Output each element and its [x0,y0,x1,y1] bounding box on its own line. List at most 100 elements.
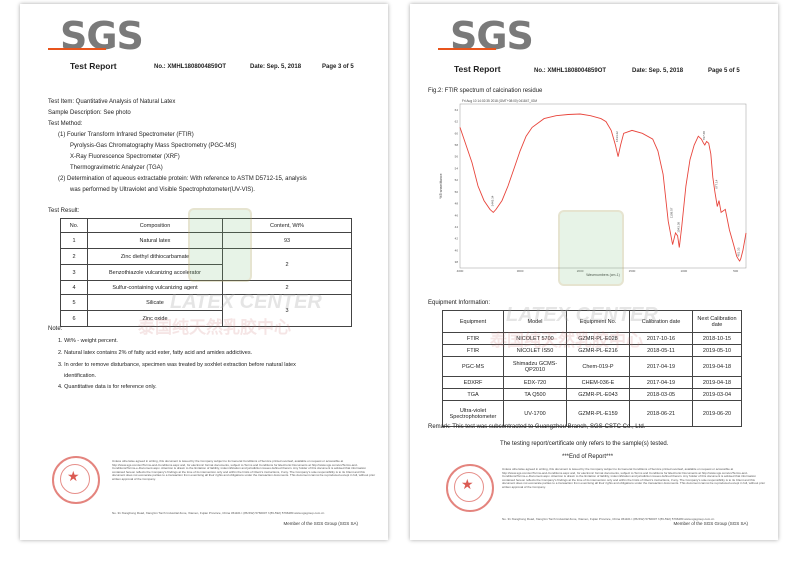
column-header: Next Calibration date [692,310,742,333]
y-tick-label: 58 [455,143,459,147]
footer-disclaimer: Unless otherwise agreed in writing, this… [112,459,376,481]
report-date: Date: Sep. 5, 2018 [250,64,302,70]
watermark-chinese: 泰国纯天然乳胶中心 [490,331,643,350]
ftir-chart: Fri Aug 10 14:02:35 2018 (GMT+08:00) 041… [439,99,747,277]
company-seal: ★ [446,464,494,512]
star-icon: ★ [461,476,474,492]
peak-label: 461.33 [737,247,741,257]
y-tick-label: 38 [455,260,459,264]
cell: GZMR-PL-E043 [566,388,630,401]
cell: GZMR-PL-E159 [566,400,630,427]
test-method-label: Test Method: [48,121,83,127]
note-line: 1. Wt% - weight percent. [58,338,118,344]
peak-label: 797.68 [702,131,706,141]
report-number: No.: XMHL1808004859OT [154,64,227,70]
y-tick-label: 46 [455,213,459,217]
cell-content: 2 [222,248,352,281]
y-tick-label: 44 [455,225,459,229]
x-tick-label: 4000 [457,269,464,273]
x-tick-label: 3000 [517,269,524,273]
table-row: 5 Silicate 3 [60,294,352,327]
cell-no: 4 [60,280,88,295]
cell-no: 2 [60,248,88,265]
remark: Remark: This test was subcontracted to G… [428,424,646,430]
method-line: X-Ray Fluorescence Spectrometer (XRF) [70,154,180,160]
cell-no: 1 [60,232,88,249]
page-number: Page 5 of 5 [708,68,740,74]
member-line: Member of the SGS Group (SGS SA) [283,521,358,526]
report-page-5: SGS Test Report No.: XMHL1808004859OT Da… [410,4,778,540]
cell: 2017-04-19 [629,376,693,389]
note-line: 2. Natural latex contains 2% of fatty ac… [58,350,253,356]
star-icon: ★ [67,468,80,484]
cell-no: 5 [60,294,88,311]
table-row: Ultra-violet Spectrophotometer UV-1700 G… [442,400,742,427]
member-line: Member of the SGS Group (SGS SA) [673,521,748,526]
watermark-logo [188,208,252,282]
y-axis-label: %Transmittance [439,173,443,198]
note-line: 3. In order to remove disturbance, speci… [58,362,296,368]
watermark-logo [558,210,624,286]
sample-description: Sample Description: See photo [48,110,131,116]
footer-disclaimer: Unless otherwise agreed in writing, this… [502,467,766,489]
plot-frame [459,103,747,269]
y-tick-label: 52 [455,178,459,182]
report-title: Test Report [454,64,501,74]
method-line: was performed by Ultraviolet and Visible… [70,187,255,193]
column-header: No. [60,218,88,233]
end-of-report: ***End of Report*** [562,454,614,460]
y-tick-label: 62 [455,120,459,124]
method-line: (2) Determination of aqueous extractable… [58,176,307,182]
y-tick-label: 40 [455,248,459,252]
chart-header-text: Fri Aug 10 14:02:35 2018 (GMT+08:00) 041… [462,99,537,103]
x-axis-ticks: 4000 3000 2000 1500 1000 500 [457,269,739,273]
cell: EDX-720 [503,376,567,389]
footer-address: No. 31 Xianghong Road, Xiang'An Torch In… [112,511,325,515]
table-header-row: Equipment Model Equipment No. Calibratio… [442,310,742,333]
x-tick-label: 500 [733,269,738,273]
peak-label: 1108.57 [670,207,674,218]
report-title: Test Report [70,61,117,71]
note-line: identification. [64,373,97,379]
report-date: Date: Sep. 5, 2018 [632,68,684,74]
method-line: Pyrolysis-Gas Chromatography Mass Spectr… [70,143,237,149]
cell: TA Q500 [503,388,567,401]
watermark-text: LATEX CENTER [170,291,322,313]
cell-no: 3 [60,264,88,281]
tested-sample-note: The testing report/certificate only refe… [500,441,669,447]
peak-label: 1634.22 [615,131,619,142]
table-header-row: No. Composition Content, Wt% [60,218,352,233]
peak-label: 1043.38 [676,222,680,233]
cell: Shimadzu GCMS-QP2010 [503,356,567,377]
watermark-text: LATEX CENTER [506,304,658,326]
cell: 2018-03-05 [629,388,693,401]
cell: 2019-04-18 [692,376,742,389]
cell-no: 6 [60,310,88,327]
company-seal: ★ [52,456,100,504]
peak-label: 677.14 [714,179,718,189]
y-tick-label: 54 [455,166,459,170]
table-row: 6 Zinc oxide [60,310,352,327]
y-axis-ticks: 38 40 42 44 46 48 50 52 54 56 58 60 62 64 [455,108,459,264]
cell: 2018-06-21 [629,400,693,427]
figure-caption: Fig.2: FTIR spectrum of calcination resi… [428,88,543,94]
report-number: No.: XMHL1808004859OT [534,68,607,74]
logo-underline [438,48,496,50]
y-tick-label: 56 [455,155,459,159]
y-tick-label: 48 [455,202,459,206]
table-row: TGA TA Q500 GZMR-PL-E043 2018-03-05 2019… [442,388,742,401]
page-number: Page 3 of 5 [322,64,354,70]
cell: 2018-10-15 [692,332,742,345]
method-line: Thermogravimetric Analyzer (TGA) [70,165,163,171]
cell: TGA [442,388,504,401]
equipment-table: Equipment Model Equipment No. Calibratio… [442,310,742,427]
table-row: PGC-MS Shimadzu GCMS-QP2010 Chem-019-P 2… [442,356,742,377]
cell: 2017-04-19 [629,356,693,377]
cell: EDXRF [442,376,504,389]
cell-composition: Zinc oxide [87,310,223,327]
series-line [459,113,747,262]
test-result-label: Test Result: [48,208,80,214]
equipment-info-label: Equipment Information: [428,300,491,306]
x-tick-label: 2000 [577,269,584,273]
